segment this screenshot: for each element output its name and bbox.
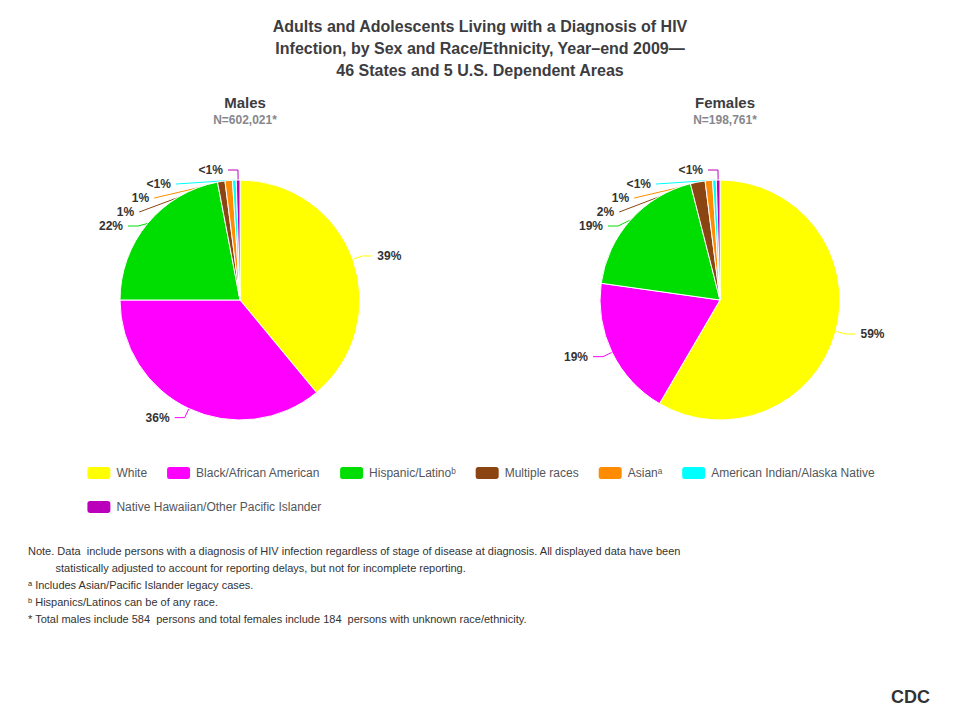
svg-text:American Indian/Alaska Native: American Indian/Alaska Native <box>711 466 875 480</box>
svg-text:* Total males include 584 per: * Total males include 584 persons and to… <box>28 613 527 625</box>
svg-text:19%: 19% <box>579 219 603 233</box>
svg-text:59%: 59% <box>860 327 884 341</box>
svg-text:1%: 1% <box>117 205 135 219</box>
svg-text:Adults and Adolescents Living: Adults and Adolescents Living with a Dia… <box>273 18 688 35</box>
svg-text:19%: 19% <box>564 350 588 364</box>
svg-text:Note. Data include persons wi: Note. Data include persons with a diagno… <box>28 545 680 557</box>
svg-text:Females: Females <box>695 94 755 111</box>
svg-text:1%: 1% <box>132 191 150 205</box>
svg-text:1%: 1% <box>612 191 630 205</box>
svg-text:36%: 36% <box>146 411 170 425</box>
svg-text:Infection, by Sex and Race/Eth: Infection, by Sex and Race/Ethnicity, Ye… <box>275 40 684 57</box>
svg-text:Asianᵃ: Asianᵃ <box>628 466 663 480</box>
svg-text:39%: 39% <box>377 249 401 263</box>
svg-text:46 States and 5 U.S. Dependent: 46 States and 5 U.S. Dependent Areas <box>336 62 624 79</box>
svg-text:Native Hawaiian/Other Pacific: Native Hawaiian/Other Pacific Islander <box>116 500 321 514</box>
svg-text:Males: Males <box>224 94 266 111</box>
svg-text:Black/African American: Black/African American <box>196 466 319 480</box>
svg-text:White: White <box>116 466 147 480</box>
svg-text:2%: 2% <box>597 205 615 219</box>
svg-text:ᵃ Includes Asian/Pacific Islan: ᵃ Includes Asian/Pacific Islander legacy… <box>28 579 253 591</box>
svg-text:statistically adjusted to acco: statistically adjusted to account for re… <box>28 562 466 574</box>
svg-text:Multiple races: Multiple races <box>505 466 579 480</box>
svg-text:ᵇ Hispanics/Latinos can be of: ᵇ Hispanics/Latinos can be of any race. <box>28 596 218 608</box>
svg-text:N=198,761*: N=198,761* <box>693 113 757 127</box>
svg-text:Hispanic/Latinoᵇ: Hispanic/Latinoᵇ <box>369 466 456 480</box>
svg-text:N=602,021*: N=602,021* <box>213 113 277 127</box>
svg-text:<1%: <1% <box>627 177 652 191</box>
svg-text:<1%: <1% <box>199 163 224 177</box>
svg-text:<1%: <1% <box>679 163 704 177</box>
svg-text:22%: 22% <box>99 219 123 233</box>
svg-text:CDC: CDC <box>891 687 930 707</box>
svg-text:<1%: <1% <box>147 177 172 191</box>
